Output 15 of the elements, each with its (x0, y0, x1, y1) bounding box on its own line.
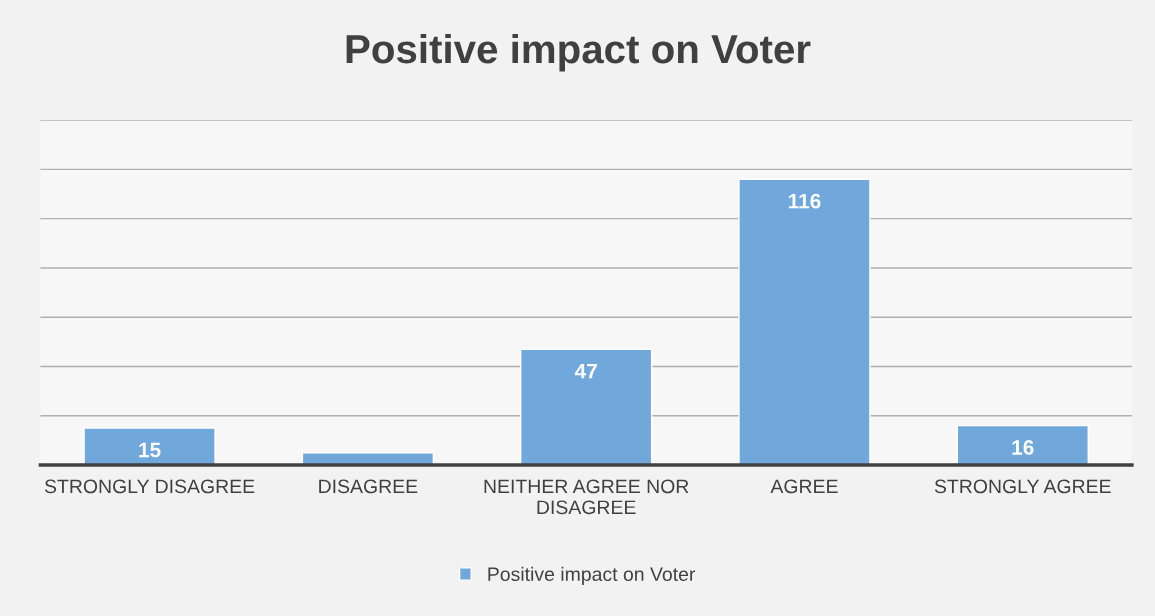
x-tick-label: AGREE (770, 479, 838, 494)
bar (956, 424, 1089, 466)
data-label: 116 (788, 193, 821, 209)
data-label: 15 (139, 442, 161, 458)
data-label: 47 (574, 363, 597, 379)
bar (83, 427, 216, 466)
bar (738, 178, 871, 466)
legend-label: Positive impact on Voter (488, 566, 696, 585)
x-tick-label: DISAGREE (319, 479, 418, 494)
x-tick-label: STRONGLY DISAGREE (44, 479, 255, 494)
chart-title: Positive impact on Voter (346, 33, 811, 72)
x-tick-label: STRONGLY AGREE (934, 479, 1111, 494)
bar (519, 348, 653, 466)
x-tick-label: NEITHER AGREE NOR DISAGREE (484, 479, 689, 515)
data-label: 16 (1012, 440, 1034, 455)
